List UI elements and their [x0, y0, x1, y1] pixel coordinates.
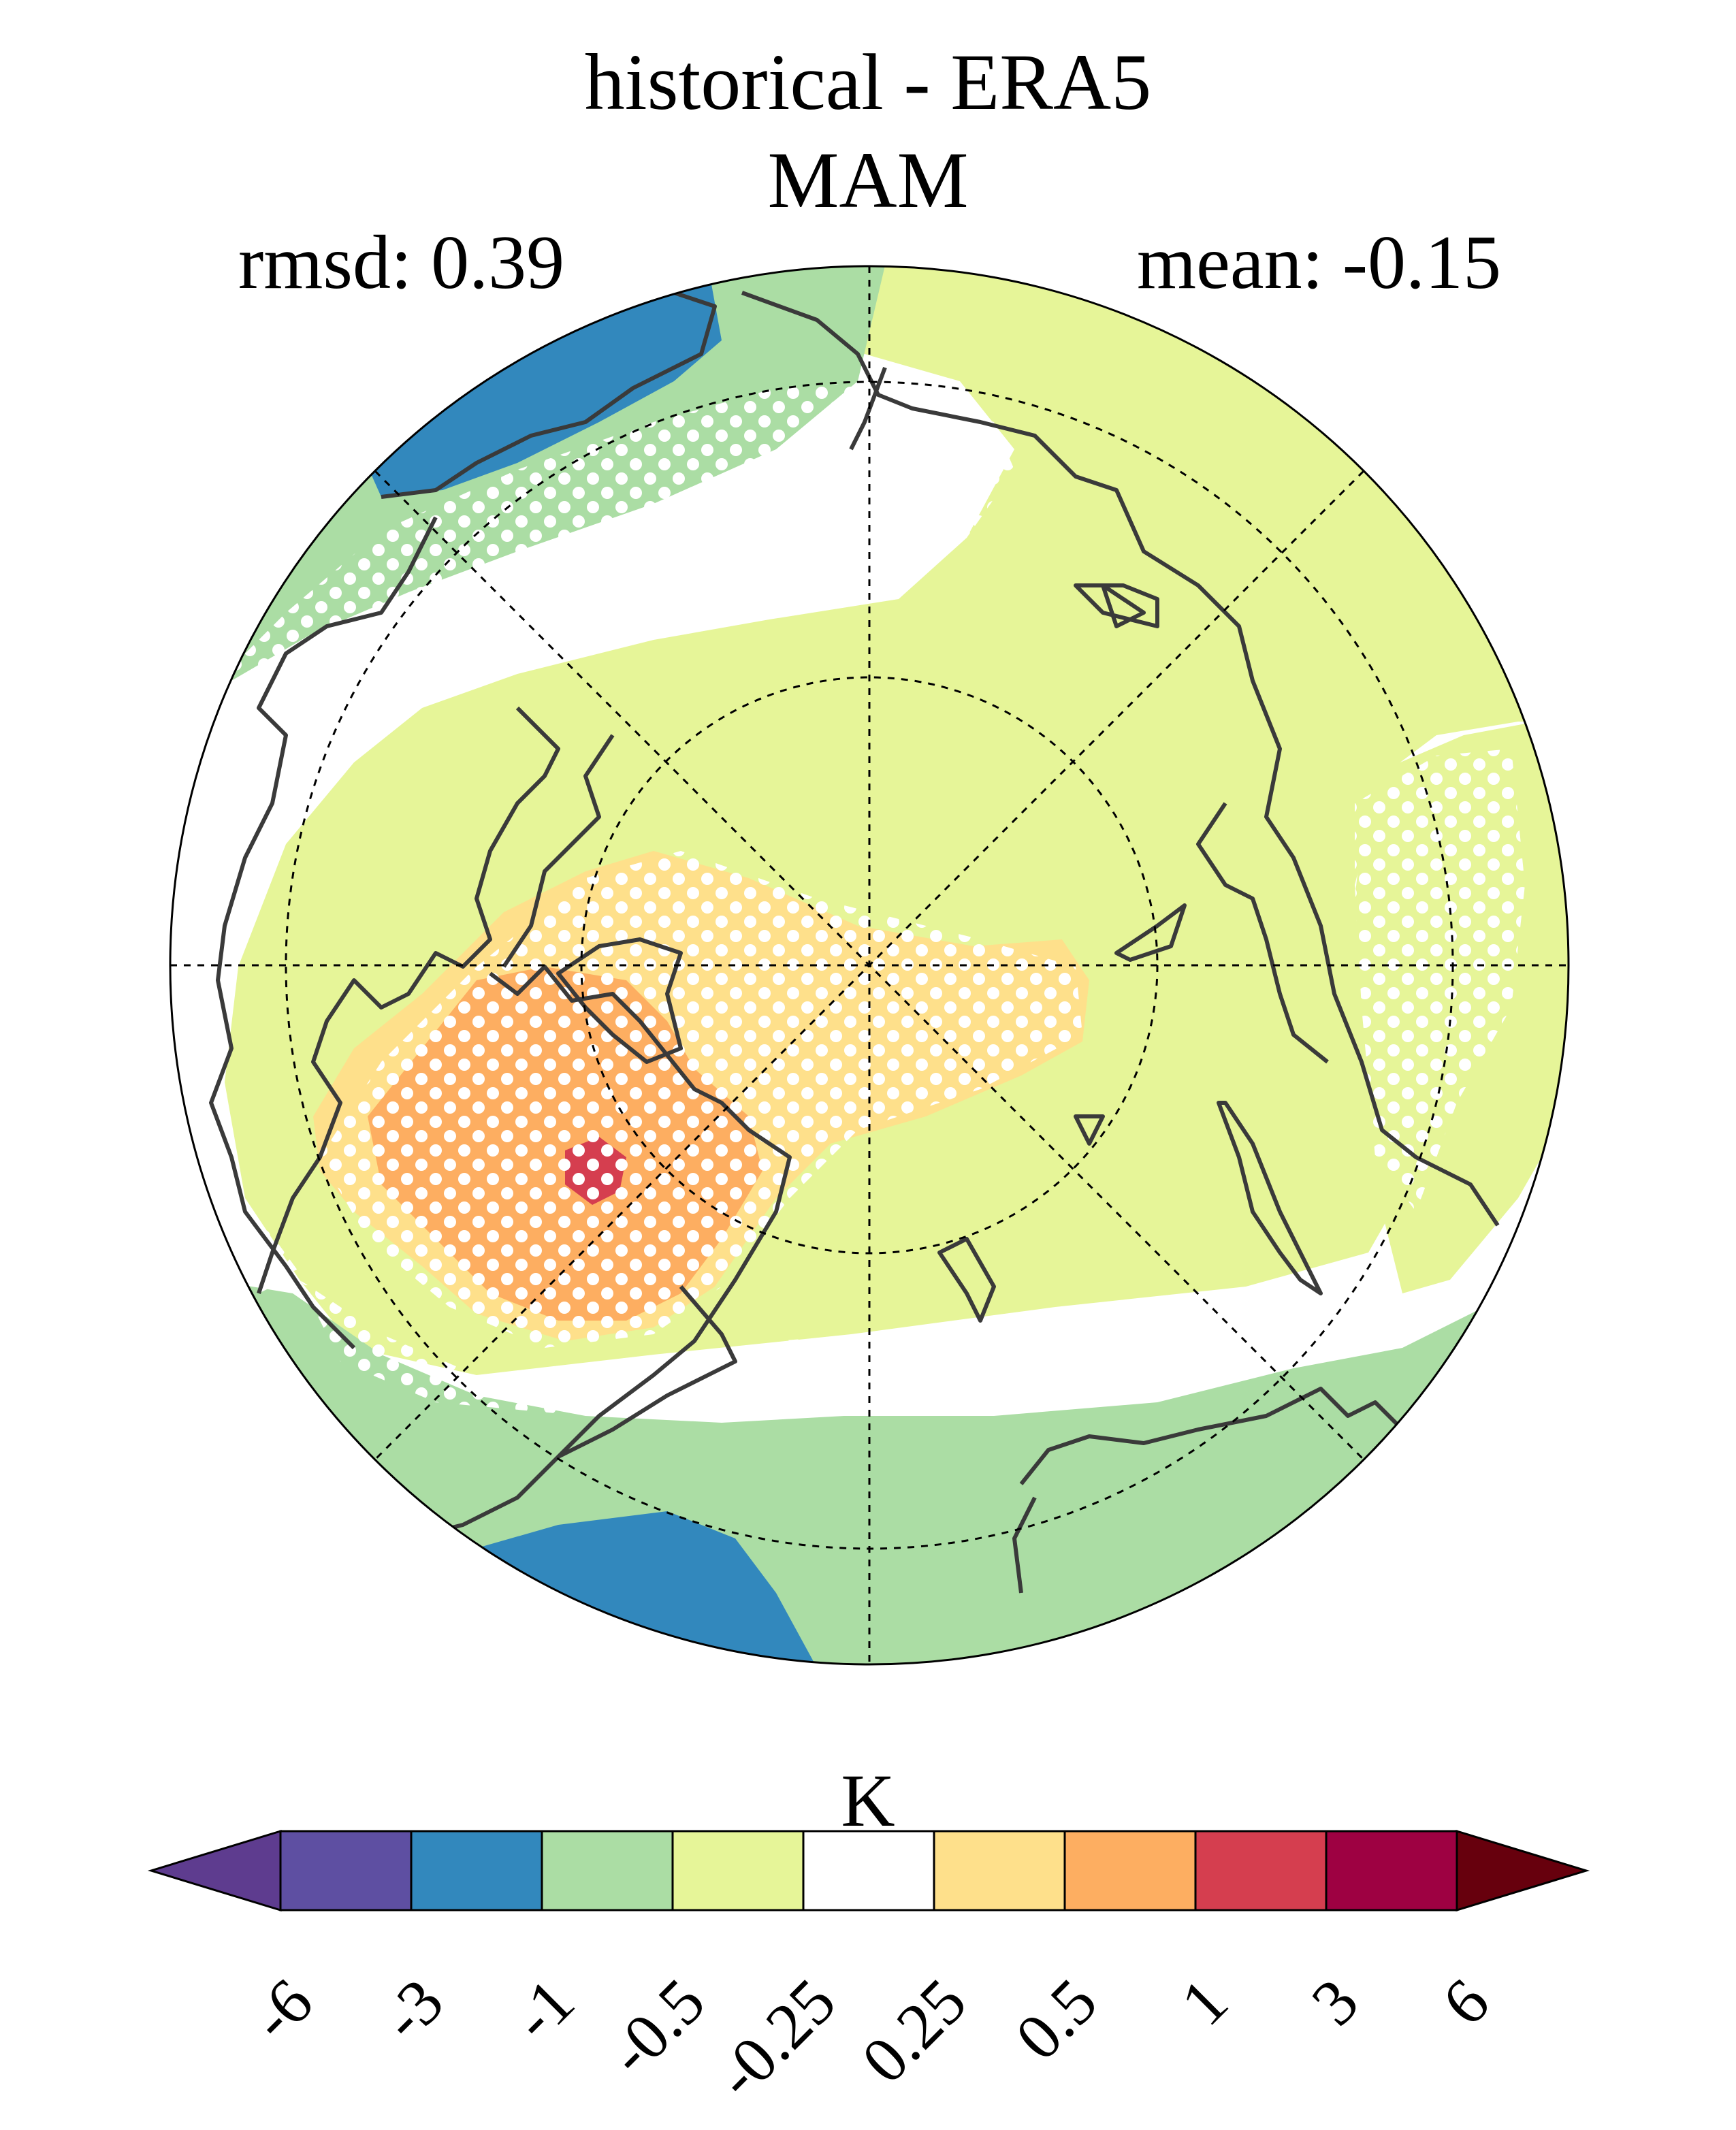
- colorbar-extend-low: [147, 1829, 282, 1912]
- colorbar-segment: [1325, 1830, 1458, 1911]
- rmsd-label: rmsd: 0.39: [238, 221, 565, 305]
- colorbar-segment: [933, 1830, 1066, 1911]
- colorbar-segment: [671, 1830, 805, 1911]
- stippling-east: [1355, 749, 1525, 1212]
- map-fields: [170, 266, 1569, 1664]
- colorbar-segment: [1194, 1830, 1328, 1911]
- colorbar-segment: [802, 1830, 935, 1911]
- map-boundary: [169, 265, 1570, 1666]
- colorbar-extend-high: [1456, 1829, 1590, 1912]
- chart-subtitle: MAM: [767, 135, 969, 225]
- colorbar-segment: [1063, 1830, 1197, 1911]
- stippling-south: [300, 1266, 1402, 1416]
- colorbar-segment: [410, 1830, 543, 1911]
- stippling-north: [170, 381, 1014, 939]
- colorbar-unit: K: [841, 1759, 895, 1842]
- colorbar: [147, 1829, 1590, 1912]
- chart-title: historical - ERA5: [584, 37, 1152, 127]
- graticule: [170, 266, 1569, 1664]
- stippling-canada: [320, 851, 1082, 1348]
- mean-label: mean: -0.15: [1137, 221, 1501, 305]
- coastlines: [209, 284, 1500, 1594]
- colorbar-segment: [541, 1830, 674, 1911]
- colorbar-segment: [279, 1830, 413, 1911]
